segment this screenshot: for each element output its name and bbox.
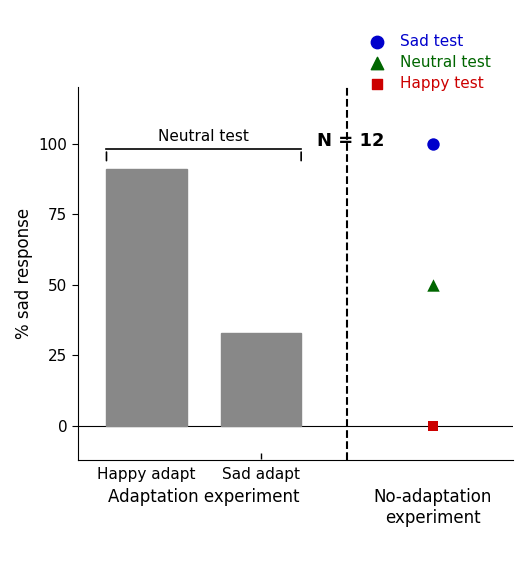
Y-axis label: % sad response: % sad response <box>15 208 33 339</box>
Point <box>429 280 437 289</box>
Text: N = 12: N = 12 <box>317 132 385 150</box>
Bar <box>221 333 301 426</box>
Legend: Sad test, Neutral test, Happy test: Sad test, Neutral test, Happy test <box>355 28 496 97</box>
Point <box>429 421 437 430</box>
Point <box>429 139 437 148</box>
Text: No-adaptation
experiment: No-adaptation experiment <box>374 488 492 527</box>
Bar <box>107 169 186 426</box>
Text: Adaptation experiment: Adaptation experiment <box>108 488 299 506</box>
Text: Neutral test: Neutral test <box>158 128 249 143</box>
